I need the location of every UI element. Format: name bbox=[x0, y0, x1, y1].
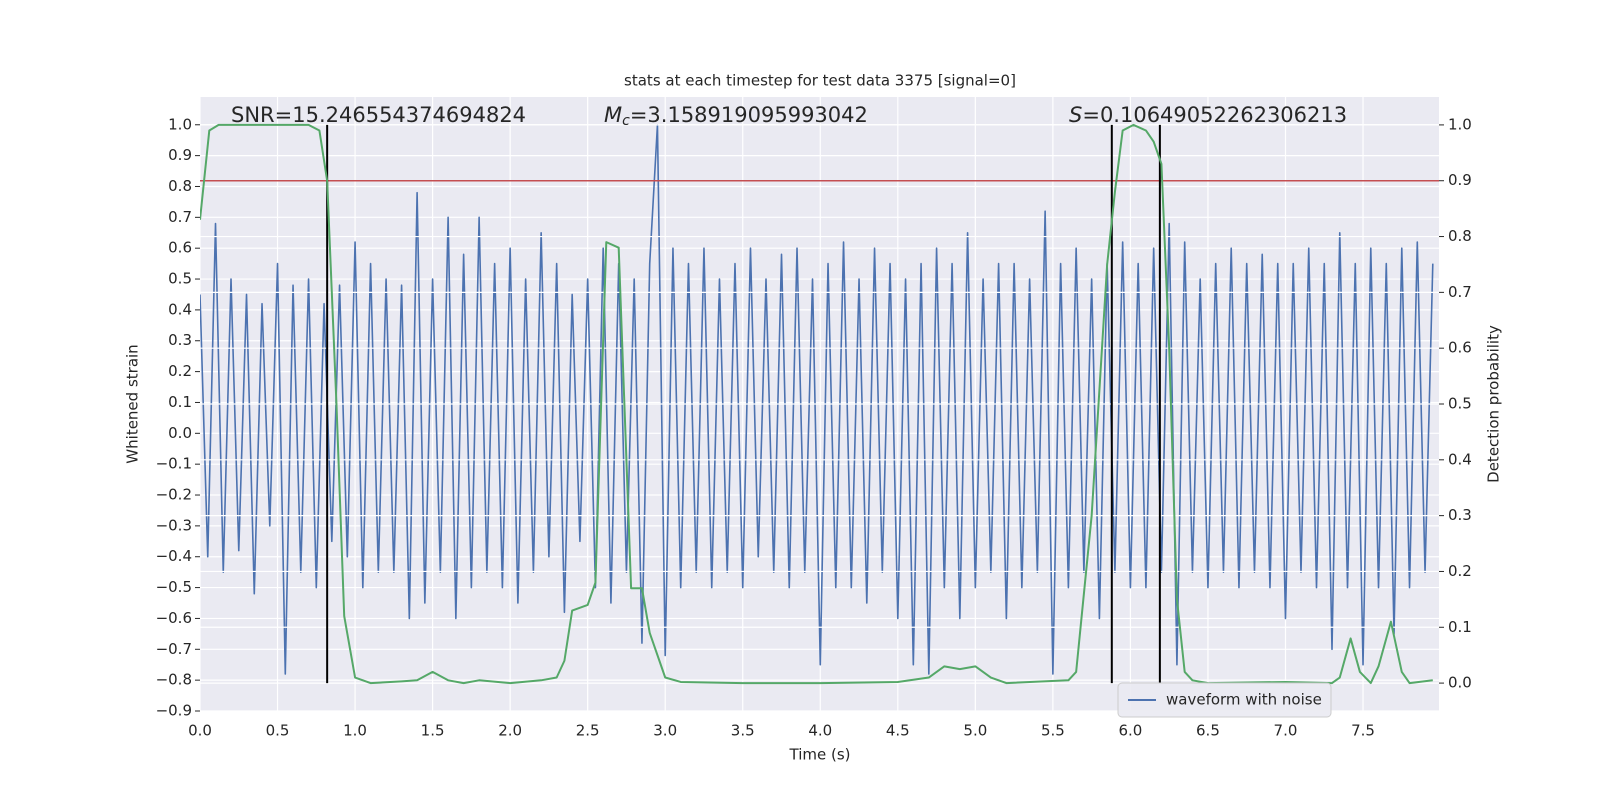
y-tick-label: −0.9 bbox=[156, 702, 192, 720]
y-tick-label: 0.9 bbox=[168, 146, 192, 164]
x-tick-label: 5.0 bbox=[963, 722, 987, 740]
y2-tick-label: 0.7 bbox=[1448, 283, 1472, 301]
y2-axis-label: Detection probability bbox=[1485, 325, 1503, 483]
annotation-text: =3.158919095993042 bbox=[630, 103, 868, 127]
annotation-text: SNR=15.246554374694824 bbox=[231, 103, 526, 127]
annotation-symbol: S bbox=[1069, 103, 1082, 127]
legend-box bbox=[1117, 682, 1332, 718]
x-tick-label: 6.0 bbox=[1118, 722, 1142, 740]
y-tick-label: −0.2 bbox=[156, 486, 192, 504]
y2-tick-label: 0.0 bbox=[1448, 674, 1472, 692]
y-tick-label: 0.4 bbox=[168, 300, 192, 318]
annotation: Mc=3.158919095993042 bbox=[604, 103, 868, 129]
x-tick-label: 5.5 bbox=[1041, 722, 1065, 740]
y2-tick-label: 0.5 bbox=[1448, 395, 1472, 413]
y-tick-label: −0.1 bbox=[156, 455, 192, 473]
annotation-symbol: M bbox=[604, 103, 622, 127]
annotation: S=0.10649052262306213 bbox=[1069, 103, 1347, 127]
x-tick-label: 0.0 bbox=[188, 722, 212, 740]
y2-tick-label: 0.3 bbox=[1448, 506, 1472, 524]
chart-title: stats at each timestep for test data 337… bbox=[624, 72, 1016, 90]
y-tick-label: 0.0 bbox=[168, 424, 192, 442]
x-tick-label: 1.5 bbox=[421, 722, 445, 740]
y-tick-label: −0.3 bbox=[156, 516, 192, 534]
x-tick-label: 4.5 bbox=[886, 722, 910, 740]
y-tick-label: −0.7 bbox=[156, 640, 192, 658]
x-tick-label: 4.0 bbox=[808, 722, 832, 740]
x-tick-label: 7.5 bbox=[1351, 722, 1375, 740]
x-tick-label: 3.0 bbox=[653, 722, 677, 740]
x-tick-label: 7.0 bbox=[1274, 722, 1298, 740]
x-axis-label: Time (s) bbox=[789, 746, 851, 764]
annotation-subscript: c bbox=[622, 113, 630, 129]
y-tick-label: 0.6 bbox=[168, 239, 192, 257]
x-tick-label: 6.5 bbox=[1196, 722, 1220, 740]
y2-tick-label: 0.6 bbox=[1448, 339, 1472, 357]
y-tick-label: 0.2 bbox=[168, 362, 192, 380]
y-tick-label: −0.8 bbox=[156, 671, 192, 689]
y-tick-label: 0.5 bbox=[168, 270, 192, 288]
x-tick-label: 2.0 bbox=[498, 722, 522, 740]
y2-tick-label: 1.0 bbox=[1448, 115, 1472, 133]
x-tick-label: 3.5 bbox=[731, 722, 755, 740]
y-tick-label: −0.5 bbox=[156, 578, 192, 596]
x-tick-label: 2.5 bbox=[576, 722, 600, 740]
waveform-line bbox=[200, 123, 1434, 675]
legend-label: waveform with noise bbox=[1166, 691, 1322, 709]
y-tick-label: 0.1 bbox=[168, 393, 192, 411]
y-tick-label: −0.6 bbox=[156, 609, 192, 627]
y-axis-label: Whitened strain bbox=[124, 344, 142, 463]
x-tick-label: 0.5 bbox=[266, 722, 290, 740]
annotation: SNR=15.246554374694824 bbox=[231, 103, 526, 127]
y2-tick-label: 0.9 bbox=[1448, 171, 1472, 189]
y2-tick-label: 0.4 bbox=[1448, 450, 1472, 468]
annotation-text: =0.10649052262306213 bbox=[1082, 103, 1347, 127]
y-tick-label: 0.7 bbox=[168, 208, 192, 226]
y2-tick-label: 0.2 bbox=[1448, 562, 1472, 580]
y-tick-label: 0.3 bbox=[168, 331, 192, 349]
x-tick-label: 1.0 bbox=[343, 722, 367, 740]
y-tick-label: 0.8 bbox=[168, 177, 192, 195]
y2-tick-label: 0.8 bbox=[1448, 227, 1472, 245]
y2-tick-label: 0.1 bbox=[1448, 618, 1472, 636]
y-tick-label: −0.4 bbox=[156, 547, 192, 565]
y-tick-label: 1.0 bbox=[168, 115, 192, 133]
